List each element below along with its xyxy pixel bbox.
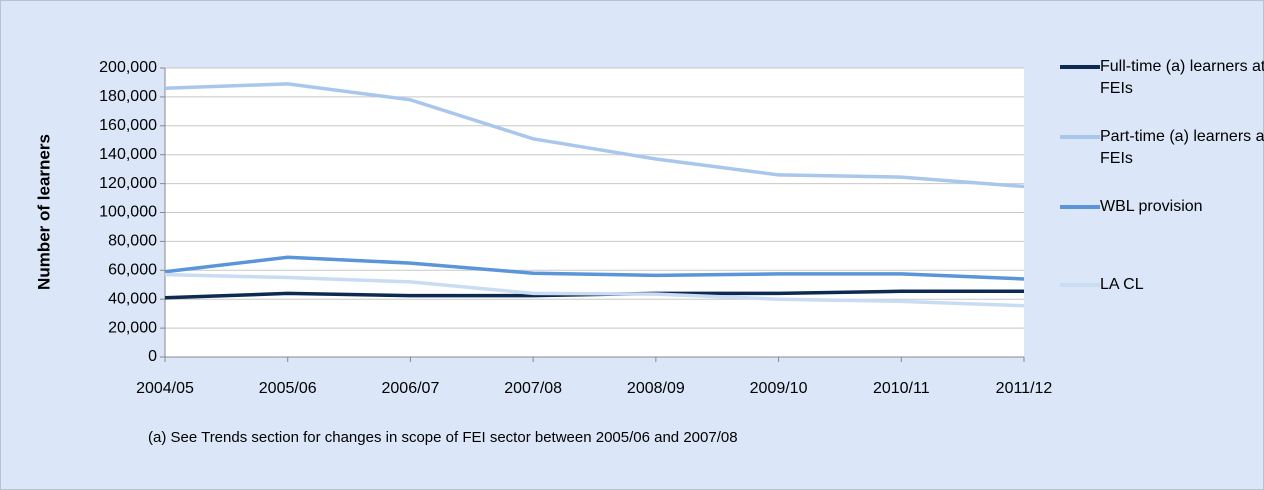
legend-swatch [1060, 205, 1100, 209]
x-tick-label: 2006/07 [382, 380, 440, 397]
x-tick-label: 2011/12 [996, 380, 1053, 397]
x-tick-label: 2004/05 [136, 380, 194, 397]
legend-label: Full-time (a) learners at FEIs [1100, 58, 1264, 97]
x-tick-label: 2010/11 [873, 380, 930, 397]
footnote: (a) See Trends section for changes in sc… [148, 429, 738, 446]
legend-label: Part-time (a) learners at FEIs [1100, 128, 1264, 167]
x-tick-label: 2008/09 [627, 380, 685, 397]
y-tick-label: 80,000 [108, 233, 157, 250]
series-line [164, 272, 1025, 308]
legend-label: LA CL [1100, 276, 1144, 293]
legend-swatch [1060, 65, 1100, 69]
x-tick-label: 2009/10 [750, 380, 808, 397]
series-line [164, 82, 1025, 189]
y-tick-label: 100,000 [99, 204, 157, 221]
y-tick-label: 180,000 [99, 88, 157, 105]
legend-swatch [1060, 135, 1100, 139]
y-tick-label: 160,000 [99, 117, 157, 134]
y-tick-label: 120,000 [99, 175, 157, 192]
legend-swatch [1060, 283, 1100, 287]
y-tick-label: 0 [148, 348, 157, 365]
y-tick-label: 200,000 [99, 59, 157, 76]
x-tick-label: 2007/08 [504, 380, 562, 397]
y-tick-label: 40,000 [108, 290, 157, 307]
legend-label: WBL provision [1100, 198, 1203, 215]
series-line [164, 255, 1025, 281]
y-axis-label: Number of learners [34, 134, 53, 290]
y-tick-label: 60,000 [108, 262, 157, 279]
y-tick-label: 140,000 [99, 146, 157, 163]
x-tick-label: 2005/06 [259, 380, 317, 397]
y-tick-label: 20,000 [108, 319, 157, 336]
